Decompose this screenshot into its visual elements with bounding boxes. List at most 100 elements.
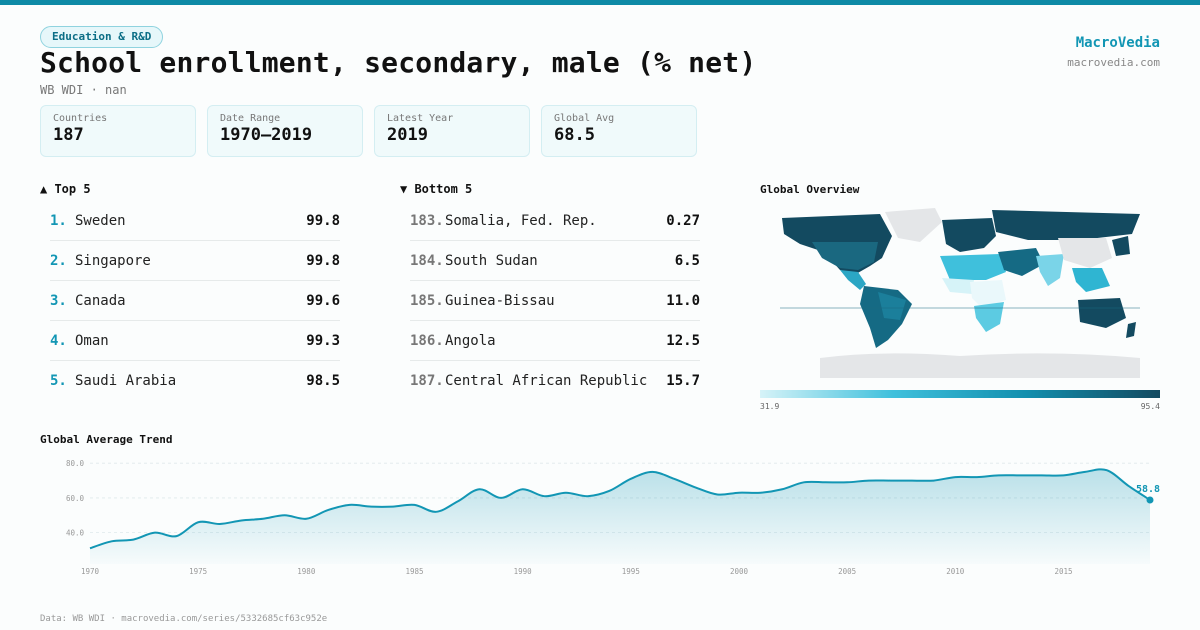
category-tag[interactable]: Education & R&D [40, 26, 164, 48]
top5-list: 1. Sweden 99.8 2. Singapore 99.8 3. Cana… [50, 201, 340, 401]
country-value: 6.5 [674, 252, 700, 269]
last-value-point [1146, 496, 1154, 504]
x-tick-label: 2010 [946, 567, 965, 576]
y-tick-label: 80.0 [66, 459, 85, 468]
x-tick-label: 1990 [514, 567, 533, 576]
map-title: Global Overview [760, 183, 860, 196]
country-value: 99.8 [306, 252, 340, 269]
country-value: 0.27 [666, 212, 700, 229]
country-name: Singapore [75, 252, 151, 269]
y-tick-label: 60.0 [66, 494, 85, 503]
x-tick-label: 2000 [730, 567, 749, 576]
brand[interactable]: MacroVedia macrovedia.com [1067, 35, 1160, 69]
list-item[interactable]: 5. Saudi Arabia 98.5 [50, 361, 340, 401]
country-value: 99.6 [306, 292, 340, 309]
rank-number: 3. [50, 292, 67, 309]
list-item[interactable]: 186. Angola 12.5 [410, 321, 700, 361]
region-middle-east [998, 248, 1044, 276]
country-value: 99.3 [306, 332, 340, 349]
stat-card-latest-year: Latest Year 2019 [374, 105, 530, 157]
list-item[interactable]: 184. South Sudan 6.5 [410, 241, 700, 281]
stat-value: 68.5 [554, 125, 595, 145]
x-tick-label: 1970 [81, 567, 100, 576]
region-antarctica [820, 353, 1140, 378]
page-subtitle: WB WDI · nan [40, 83, 127, 97]
country-name: Saudi Arabia [75, 373, 177, 389]
page-title: School enrollment, secondary, male (% ne… [40, 46, 757, 79]
x-tick-label: 2015 [1054, 567, 1072, 576]
country-name: Sweden [75, 212, 126, 229]
region-west-africa [942, 278, 974, 294]
region-north-africa [940, 254, 1006, 280]
stat-value: 2019 [387, 125, 428, 145]
stat-value: 1970–2019 [220, 125, 313, 145]
global-average-trend-chart[interactable]: 40.0 60.0 80.0 1970 1975 1980 1985 1990 1995 2000… [40, 450, 1170, 580]
world-choropleth-map[interactable] [760, 200, 1160, 385]
rank-number: 185. [410, 292, 444, 309]
trend-area [90, 469, 1150, 564]
x-tick-label: 1980 [297, 567, 316, 576]
x-tick-label: 1975 [189, 567, 207, 576]
stat-label: Latest Year [387, 113, 454, 124]
list-item[interactable]: 2. Singapore 99.8 [50, 241, 340, 281]
region-central-africa [970, 280, 1006, 308]
country-name: Guinea-Bissau [445, 292, 555, 309]
region-japan-korea [1112, 236, 1130, 256]
stat-value: 187 [53, 125, 84, 145]
region-south-asia [1036, 254, 1064, 286]
list-item[interactable]: 4. Oman 99.3 [50, 321, 340, 361]
country-value: 12.5 [666, 332, 700, 349]
country-name: Oman [75, 332, 109, 349]
x-tick-label: 2005 [838, 567, 856, 576]
region-australia [1078, 298, 1126, 328]
top-accent-bar [0, 0, 1200, 5]
y-tick-label: 40.0 [66, 529, 85, 538]
color-scale-min: 31.9 [760, 402, 780, 411]
brand-name[interactable]: MacroVedia [1075, 35, 1160, 51]
rank-number: 4. [50, 332, 67, 349]
region-southeast-asia [1072, 268, 1110, 292]
brand-url[interactable]: macrovedia.com [1067, 56, 1160, 69]
stat-label: Countries [53, 113, 108, 124]
stat-card-global-avg: Global Avg 68.5 [541, 105, 697, 157]
rank-number: 1. [50, 212, 67, 229]
trend-title: Global Average Trend [40, 433, 173, 446]
rank-number: 5. [50, 373, 67, 389]
list-item[interactable]: 183. Somalia, Fed. Rep. 0.27 [410, 201, 700, 241]
region-new-zealand [1126, 322, 1136, 338]
x-tick-label: 1985 [405, 567, 423, 576]
stat-card-countries: Countries 187 [40, 105, 196, 157]
region-greenland [885, 208, 942, 242]
country-value: 11.0 [666, 292, 700, 309]
list-item[interactable]: 187. Central African Republic 15.7 [410, 361, 700, 401]
region-europe [942, 218, 996, 252]
color-scale-max: 95.4 [1140, 402, 1160, 411]
stat-label: Date Range [220, 113, 281, 124]
region-central-america [840, 270, 866, 290]
list-item[interactable]: 1. Sweden 99.8 [50, 201, 340, 241]
country-name: Angola [445, 332, 496, 349]
stat-label: Global Avg [554, 113, 615, 124]
list-item[interactable]: 3. Canada 99.6 [50, 281, 340, 321]
stat-card-date-range: Date Range 1970–2019 [207, 105, 363, 157]
rank-number: 186. [410, 332, 444, 349]
stats-row: Countries 187 Date Range 1970–2019 Lates… [40, 105, 697, 157]
rank-number: 184. [410, 252, 444, 269]
country-name: Canada [75, 292, 126, 309]
country-name: Somalia, Fed. Rep. [445, 212, 597, 229]
region-china [1058, 238, 1112, 268]
country-value: 99.8 [306, 212, 340, 229]
x-tick-label: 1995 [622, 567, 640, 576]
region-usa [812, 242, 878, 270]
rank-number: 187. [410, 373, 444, 389]
country-name: South Sudan [445, 252, 538, 269]
trend-line [89, 468, 1151, 550]
country-name: Central African Republic [445, 373, 648, 389]
footer-source: Data: WB WDI · macrovedia.com/series/533… [40, 614, 328, 624]
country-value: 15.7 [666, 373, 700, 389]
country-value: 98.5 [306, 373, 340, 389]
rank-number: 183. [410, 212, 444, 229]
list-item[interactable]: 185. Guinea-Bissau 11.0 [410, 281, 700, 321]
color-scale-bar [760, 390, 1160, 398]
region-south-africa [974, 302, 1004, 332]
